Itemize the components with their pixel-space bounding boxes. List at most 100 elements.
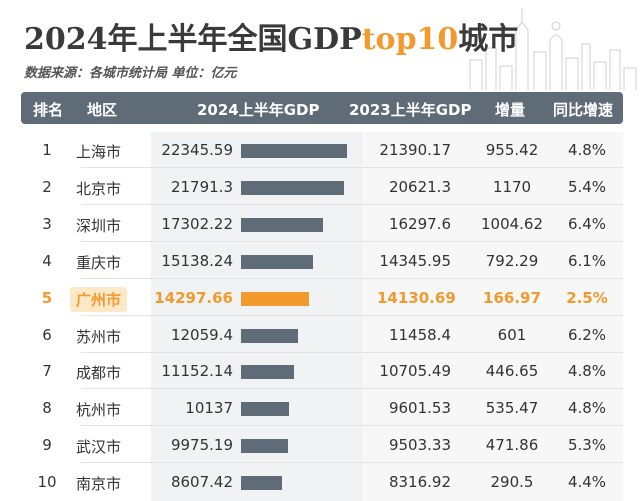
- gdp2023-cell: 9601.53: [388, 399, 451, 418]
- gdp2024-cell: 8607.42: [170, 473, 233, 492]
- table-row: 9 武汉市 9975.19 9503.33 471.86 5.3%: [21, 427, 623, 464]
- increase-cell: 955.42: [485, 141, 539, 159]
- growth-cell: 5.3%: [567, 436, 607, 455]
- city-cell: 广州市: [70, 286, 128, 312]
- growth-cell: 4.8%: [567, 362, 607, 381]
- table-row: 6 苏州市 12059.4 11458.4 601 6.2%: [21, 317, 623, 353]
- gdp-bar: [241, 180, 345, 195]
- row-divider: [81, 388, 623, 390]
- row-divider: [81, 314, 623, 316]
- gdp2024-cell: 17302.22: [161, 214, 233, 233]
- header-gdp2023: 2023上半年GDP: [349, 101, 472, 119]
- table-row: 10 南京市 8607.42 8316.92 290.5 4.4%: [21, 464, 623, 500]
- table-row: 1 上海市 22345.59 21390.17 955.42 4.8%: [21, 132, 623, 168]
- increase-cell: 1004.62: [480, 214, 544, 233]
- gdp2023-cell: 8316.92: [388, 473, 451, 492]
- gdp2024-cell: 22345.59: [161, 141, 233, 159]
- growth-cell: 2.5%: [566, 288, 608, 307]
- gdp2023-cell: 16297.6: [388, 214, 451, 233]
- city-cell: 成都市: [76, 364, 122, 383]
- gdp2023-cell: 9503.33: [388, 436, 451, 455]
- city-cell: 重庆市: [76, 253, 122, 272]
- increase-cell: 471.86: [485, 436, 539, 455]
- rank-cell: 3: [42, 214, 52, 233]
- table-row: 2 北京市 21791.3 20621.3 1170 5.4%: [21, 169, 623, 205]
- gdp-bar: [241, 439, 289, 454]
- gdp-bar: [241, 217, 324, 232]
- row-divider: [81, 425, 623, 427]
- rank-cell: 5: [41, 288, 53, 307]
- rank-cell: 6: [42, 325, 52, 344]
- gdp2024-cell: 9975.19: [170, 436, 233, 455]
- increase-cell: 535.47: [485, 399, 539, 418]
- rank-cell: 8: [42, 399, 52, 418]
- increase-cell: 166.97: [483, 288, 541, 307]
- gdp2024-cell: 14297.66: [154, 288, 233, 307]
- city-cell: 武汉市: [76, 438, 122, 457]
- row-divider: [81, 240, 623, 242]
- gdp-bar: [241, 476, 282, 491]
- gdp2023-cell: 20621.3: [388, 177, 451, 196]
- gdp-bar: [241, 254, 313, 269]
- rank-cell: 7: [42, 362, 52, 381]
- right-columns-background: [364, 132, 623, 501]
- city-cell: 杭州市: [76, 401, 122, 420]
- gdp-bar: [241, 402, 290, 417]
- table-body: 1 上海市 22345.59 21390.17 955.42 4.8% 2 北京市 21791.…: [21, 132, 623, 501]
- table-row: 3 深圳市 17302.22 16297.6 1004.62 6.4%: [21, 206, 623, 242]
- gdp2023-cell: 14130.69: [377, 288, 456, 307]
- gdp-bar: [241, 144, 347, 158]
- city-skyline-icon: [469, 8, 637, 90]
- city-cell: 苏州市: [76, 327, 122, 346]
- growth-cell: 4.8%: [567, 141, 607, 159]
- city-cell: 南京市: [76, 475, 122, 494]
- growth-cell: 5.4%: [567, 177, 607, 196]
- title-suffix: 城市: [458, 22, 519, 57]
- gdp2023-cell: 11458.4: [388, 325, 451, 344]
- rank-cell: 2: [42, 177, 52, 196]
- gdp2024-cell: 15138.24: [161, 251, 233, 270]
- header-rank: 排名: [33, 101, 64, 119]
- rank-cell: 10: [37, 473, 57, 492]
- growth-cell: 4.4%: [567, 473, 607, 492]
- city-cell: 北京市: [76, 179, 122, 198]
- header-increase: 增量: [495, 101, 526, 119]
- subtitle: 数据来源：各城市统计局 单位：亿元: [24, 66, 237, 81]
- page-title: 2024年上半年全国GDPtop10城市: [24, 14, 518, 58]
- increase-cell: 446.65: [485, 362, 539, 381]
- gdp2023-cell: 10705.49: [379, 362, 451, 381]
- table-header: 排名 地区 2024上半年GDP 2023上半年GDP 增量 同比增速: [21, 92, 623, 124]
- header-region: 地区: [87, 101, 118, 119]
- table-row: 7 成都市 11152.14 10705.49 446.65 4.8%: [21, 353, 623, 390]
- table-row: 8 杭州市 10137 9601.53 535.47 4.8%: [21, 390, 623, 427]
- rank-cell: 9: [42, 436, 52, 455]
- increase-cell: 792.29: [485, 251, 539, 270]
- title-highlight: top10: [361, 22, 459, 57]
- row-divider: [81, 167, 623, 168]
- title-prefix: 2024年上半年全国GDP: [24, 22, 362, 57]
- growth-cell: 6.4%: [567, 214, 607, 233]
- rank-cell: 4: [42, 251, 52, 270]
- table-row: 5 广州市 14297.66 14130.69 166.97 2.5%: [21, 280, 623, 316]
- gdp2024-cell: 11152.14: [161, 362, 233, 381]
- gdp2023-cell: 14345.95: [379, 251, 451, 270]
- growth-cell: 6.2%: [567, 325, 607, 344]
- city-cell: 上海市: [76, 143, 122, 161]
- gdp2024-cell: 10137: [185, 399, 233, 418]
- gdp-bar: [241, 365, 294, 380]
- growth-cell: 6.1%: [567, 251, 607, 270]
- increase-cell: 290.5: [490, 473, 534, 492]
- increase-cell: 601: [497, 325, 527, 344]
- table-row: 4 重庆市 15138.24 14345.95 792.29 6.1%: [21, 243, 623, 279]
- header-growth: 同比增速: [553, 101, 614, 119]
- gdp-bar: [241, 291, 309, 306]
- growth-cell: 4.8%: [567, 399, 607, 418]
- gdp2024-cell: 21791.3: [170, 177, 233, 196]
- rank-cell: 1: [42, 141, 52, 159]
- gdp-bar: [241, 328, 299, 343]
- row-divider: [81, 203, 623, 205]
- header-gdp2024: 2024上半年GDP: [197, 101, 320, 119]
- city-cell: 深圳市: [76, 216, 122, 235]
- gdp2023-cell: 21390.17: [379, 141, 451, 159]
